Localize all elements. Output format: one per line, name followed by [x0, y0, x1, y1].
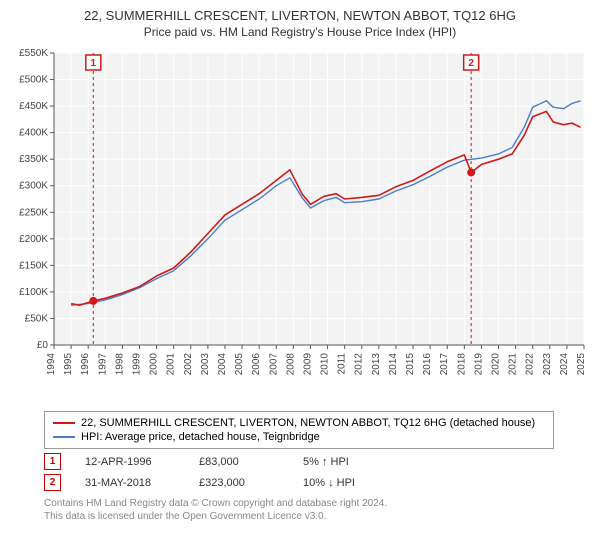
- svg-text:£400K: £400K: [19, 128, 48, 139]
- svg-text:2002: 2002: [183, 353, 194, 376]
- svg-text:2021: 2021: [508, 353, 519, 376]
- svg-text:2024: 2024: [559, 353, 570, 376]
- chart-title: 22, SUMMERHILL CRESCENT, LIVERTON, NEWTO…: [6, 8, 594, 23]
- legend-label: HPI: Average price, detached house, Teig…: [81, 431, 320, 443]
- chart-svg: £0 £50K £100K £150K £200K £250K £300K £350K £400…: [6, 45, 594, 405]
- svg-text:2025: 2025: [576, 353, 587, 376]
- svg-text:£350K: £350K: [19, 154, 48, 165]
- svg-text:2020: 2020: [491, 353, 502, 376]
- svg-text:2014: 2014: [388, 353, 399, 376]
- svg-text:2010: 2010: [320, 353, 331, 376]
- annotation-price: £323,000: [199, 477, 279, 489]
- svg-text:1: 1: [91, 58, 97, 69]
- footer-line-1: Contains HM Land Registry data © Crown c…: [44, 497, 594, 510]
- annotation-badge: 1: [44, 453, 61, 470]
- svg-text:£100K: £100K: [19, 287, 48, 298]
- footer-attribution: Contains HM Land Registry data © Crown c…: [44, 497, 594, 523]
- svg-text:2001: 2001: [166, 353, 177, 376]
- svg-text:1999: 1999: [131, 353, 142, 376]
- svg-text:£300K: £300K: [19, 181, 48, 192]
- svg-text:2015: 2015: [405, 353, 416, 376]
- chart-plot: £0 £50K £100K £150K £200K £250K £300K £350K £400…: [6, 45, 594, 405]
- svg-text:2005: 2005: [234, 353, 245, 376]
- annotation-row: 2 31-MAY-2018 £323,000 10% ↓ HPI: [44, 474, 594, 491]
- svg-text:£150K: £150K: [19, 260, 48, 271]
- svg-text:2008: 2008: [285, 353, 296, 376]
- svg-text:2022: 2022: [525, 353, 536, 376]
- legend-swatch: [53, 436, 75, 438]
- svg-text:£0: £0: [37, 340, 49, 351]
- svg-text:2023: 2023: [542, 353, 553, 376]
- svg-text:£200K: £200K: [19, 234, 48, 245]
- annotation-table: 1 12-APR-1996 £83,000 5% ↑ HPI 2 31-MAY-2018 £…: [6, 453, 594, 491]
- legend-item: 22, SUMMERHILL CRESCENT, LIVERTON, NEWTO…: [53, 416, 545, 430]
- svg-text:2013: 2013: [371, 353, 382, 376]
- svg-text:1996: 1996: [80, 353, 91, 376]
- annotation-date: 12-APR-1996: [85, 456, 175, 468]
- svg-text:2011: 2011: [337, 353, 348, 375]
- chart-container: 22, SUMMERHILL CRESCENT, LIVERTON, NEWTO…: [0, 0, 600, 527]
- svg-text:£450K: £450K: [19, 101, 48, 112]
- annotation-date: 31-MAY-2018: [85, 477, 175, 489]
- svg-text:2019: 2019: [473, 353, 484, 376]
- annotation-row: 1 12-APR-1996 £83,000 5% ↑ HPI: [44, 453, 594, 470]
- svg-text:1997: 1997: [97, 353, 108, 376]
- annotation-price: £83,000: [199, 456, 279, 468]
- svg-text:£550K: £550K: [19, 48, 48, 59]
- legend-swatch: [53, 422, 75, 424]
- annotation-delta: 10% ↓ HPI: [303, 477, 393, 489]
- svg-text:2: 2: [468, 58, 474, 69]
- svg-text:£250K: £250K: [19, 207, 48, 218]
- annotation-delta: 5% ↑ HPI: [303, 456, 393, 468]
- svg-text:£500K: £500K: [19, 75, 48, 86]
- svg-text:1998: 1998: [114, 353, 125, 376]
- svg-text:1994: 1994: [46, 353, 57, 376]
- chart-subtitle: Price paid vs. HM Land Registry's House …: [6, 25, 594, 39]
- svg-text:£50K: £50K: [25, 313, 49, 324]
- svg-text:2009: 2009: [302, 353, 313, 376]
- svg-text:2006: 2006: [251, 353, 262, 376]
- svg-text:2018: 2018: [456, 353, 467, 376]
- annotation-badge: 2: [44, 474, 61, 491]
- svg-text:1995: 1995: [63, 353, 74, 376]
- svg-text:2000: 2000: [149, 353, 160, 376]
- legend: 22, SUMMERHILL CRESCENT, LIVERTON, NEWTO…: [44, 411, 554, 449]
- svg-text:2007: 2007: [268, 353, 279, 376]
- svg-text:2016: 2016: [422, 353, 433, 376]
- legend-item: HPI: Average price, detached house, Teig…: [53, 430, 545, 444]
- svg-text:2012: 2012: [354, 353, 365, 376]
- footer-line-2: This data is licensed under the Open Gov…: [44, 510, 594, 523]
- legend-label: 22, SUMMERHILL CRESCENT, LIVERTON, NEWTO…: [81, 417, 535, 429]
- svg-text:2017: 2017: [439, 353, 450, 376]
- svg-text:2003: 2003: [200, 353, 211, 376]
- svg-text:2004: 2004: [217, 353, 228, 376]
